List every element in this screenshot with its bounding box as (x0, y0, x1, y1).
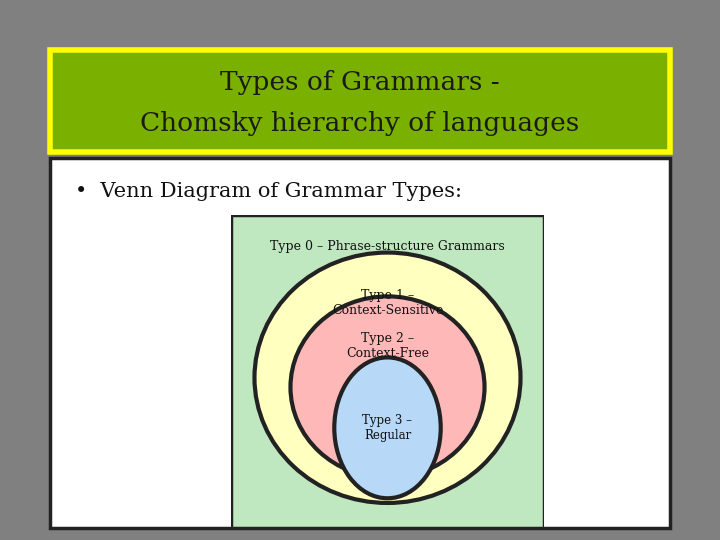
Text: Types of Grammars -: Types of Grammars - (220, 70, 500, 95)
Text: Type 2 –
Context-Free: Type 2 – Context-Free (346, 333, 429, 361)
FancyBboxPatch shape (50, 50, 670, 152)
Ellipse shape (254, 253, 521, 503)
Text: Chomsky hierarchy of languages: Chomsky hierarchy of languages (140, 111, 580, 136)
FancyBboxPatch shape (50, 158, 670, 528)
Text: Type 0 – Phrase-structure Grammars: Type 0 – Phrase-structure Grammars (270, 240, 505, 253)
Text: Type 3 –
Regular: Type 3 – Regular (362, 414, 413, 442)
Ellipse shape (290, 296, 485, 478)
Text: Type 1 –
Context-Sensitive: Type 1 – Context-Sensitive (332, 289, 444, 316)
FancyBboxPatch shape (231, 215, 544, 528)
Ellipse shape (334, 357, 441, 498)
Text: •  Venn Diagram of Grammar Types:: • Venn Diagram of Grammar Types: (75, 182, 462, 201)
